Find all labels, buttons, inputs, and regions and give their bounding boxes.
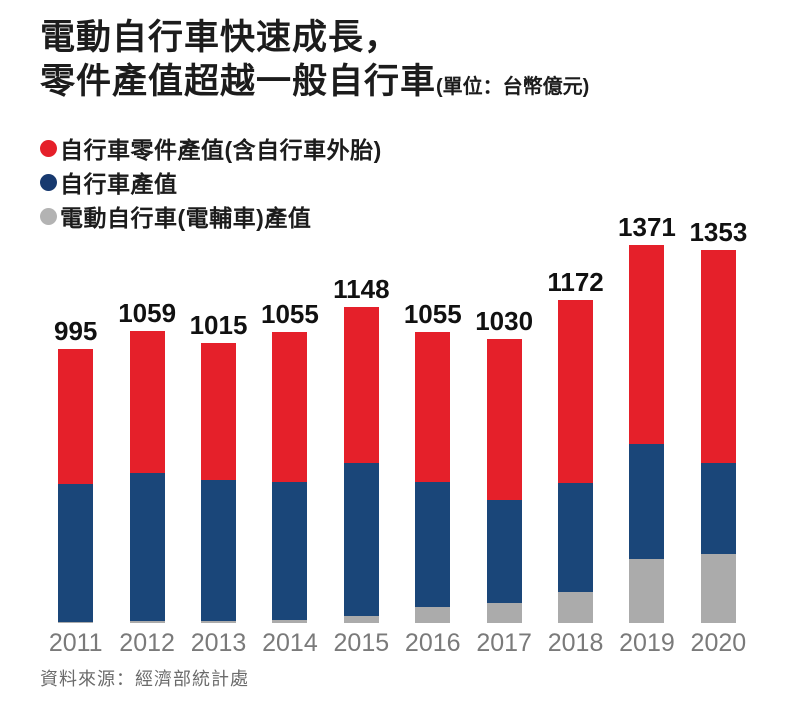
year-label: 2017: [476, 629, 532, 657]
stacked-bar-2011: [58, 348, 94, 623]
bar-column-2011: 995 2011: [40, 207, 111, 657]
legend-label-ebike: 電動自行車(電輔車)產值: [60, 205, 312, 231]
ebike-segment: [629, 559, 665, 623]
legend-item-ebike: 電動自行車(電輔車)產值: [40, 199, 792, 233]
bar-column-2019: 1371 2019: [611, 207, 682, 657]
parts-segment: [201, 343, 237, 481]
parts-segment: [629, 244, 665, 444]
stacked-bar-2017: [486, 339, 522, 623]
gray-dot-icon: [40, 207, 57, 225]
bar-total-label: 1059: [118, 298, 177, 329]
title-line-1: 電動自行車快速成長，: [40, 18, 401, 57]
bar-total-label: 1371: [618, 211, 676, 242]
legend-label-bicycle: 自行車產值: [60, 171, 178, 197]
legend-item-bicycle: 自行車產值: [40, 165, 792, 199]
parts-segment: [272, 332, 308, 482]
year-label: 2018: [547, 629, 604, 657]
stacked-bar-2015: [343, 306, 379, 623]
bicycle-segment: [343, 462, 379, 617]
year-label: 2019: [619, 629, 675, 657]
ebike-segment: [415, 606, 451, 623]
ebike-segment: [558, 592, 594, 623]
ebike-segment: [272, 620, 308, 623]
bicycle-segment: [272, 481, 308, 621]
ebike-segment: [486, 602, 522, 623]
stacked-bar-2019: [629, 244, 665, 623]
bicycle-segment: [486, 500, 522, 603]
title-line-2: 零件產值超越一般自行車: [40, 62, 437, 101]
bicycle-segment: [129, 472, 165, 622]
bar-column-2020: 1353 2020: [683, 207, 754, 657]
bar-total-label: 1148: [333, 273, 390, 304]
bar-column-2018: 1172 2018: [540, 207, 611, 657]
stacked-bar-2020: [700, 250, 736, 623]
legend: 自行車零件產值(含自行車外胎) 自行車產值 電動自行車(電輔車)產值: [40, 131, 792, 233]
ebike-segment: [129, 621, 165, 623]
bicycle-segment: [201, 480, 237, 622]
parts-segment: [415, 332, 451, 482]
bar-total-label: 1353: [689, 217, 748, 248]
stacked-bar-2012: [129, 331, 165, 623]
bar-column-2016: 1055 2016: [397, 207, 468, 657]
year-label: 2013: [190, 629, 247, 657]
infographic: 電動自行車快速成長， 零件產值超越一般自行車(單位：台幣億元) 自行車零件產值(…: [40, 16, 792, 689]
parts-segment: [129, 331, 165, 473]
unit-label: (單位：台幣億元): [436, 76, 590, 98]
bicycle-segment: [415, 481, 451, 607]
red-dot-icon: [40, 139, 57, 157]
bicycle-segment: [629, 444, 665, 559]
parts-segment: [58, 348, 94, 485]
bar-column-2015: 1148 2015: [326, 207, 397, 657]
bar-column-2012: 1059 2012: [111, 207, 182, 657]
bar-column-2014: 1055 2014: [254, 207, 325, 657]
ebike-segment: [700, 553, 736, 623]
bicycle-segment: [58, 484, 94, 622]
stacked-bar-2013: [201, 343, 237, 623]
year-label: 2011: [48, 629, 103, 657]
bar-column-2013: 1015 2013: [183, 207, 254, 657]
bar-total-label: 1172: [547, 266, 604, 297]
parts-segment: [486, 339, 522, 501]
ebike-segment: [201, 621, 237, 623]
parts-segment: [558, 299, 594, 483]
stacked-bar-2016: [415, 332, 451, 623]
year-label: 2020: [690, 629, 747, 657]
bar-column-2017: 1030 2017: [468, 207, 539, 657]
stacked-bar-2018: [558, 299, 594, 623]
bar-total-label: 1015: [189, 310, 248, 341]
page-title: 電動自行車快速成長， 零件產值超越一般自行車(單位：台幣億元): [40, 16, 792, 109]
ebike-segment: [58, 621, 94, 623]
bar-total-label: 995: [54, 315, 98, 346]
stacked-bar-chart: 995 2011 1059 2012 1015 2013 1055 2014 1148 2015 1…: [40, 207, 754, 657]
parts-segment: [700, 250, 736, 464]
legend-item-parts: 自行車零件產值(含自行車外胎): [40, 131, 792, 165]
year-label: 2016: [404, 629, 461, 657]
stacked-bar-2014: [272, 332, 308, 623]
year-label: 2015: [333, 629, 390, 657]
year-label: 2012: [119, 629, 175, 657]
ebike-segment: [343, 616, 379, 623]
parts-segment: [343, 306, 379, 463]
source-note: 資料來源：經濟部統計處: [40, 669, 249, 689]
year-label: 2014: [262, 629, 318, 657]
bicycle-segment: [558, 482, 594, 593]
bar-total-label: 1030: [475, 306, 534, 337]
bar-total-label: 1055: [261, 299, 319, 330]
bar-total-label: 1055: [403, 299, 462, 330]
blue-dot-icon: [40, 173, 57, 191]
legend-label-parts: 自行車零件產值(含自行車外胎): [60, 137, 382, 163]
bicycle-segment: [700, 463, 736, 554]
